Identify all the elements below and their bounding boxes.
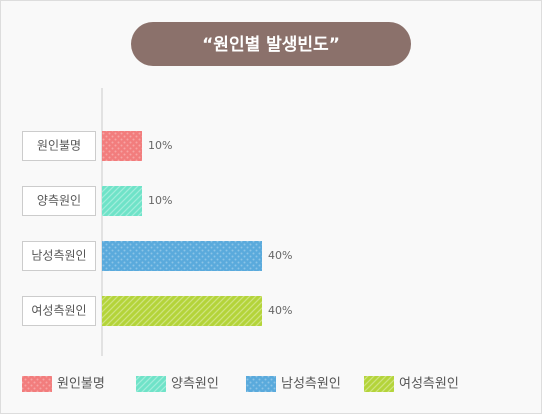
- category-box: [22, 186, 96, 216]
- category-box: [22, 296, 96, 326]
- legend-swatch: [136, 376, 166, 392]
- bar: [102, 296, 262, 326]
- bar: [102, 241, 262, 271]
- legend-label: 여성측원인: [399, 377, 459, 392]
- category-box: [22, 241, 96, 271]
- value-label: 10%: [148, 139, 172, 152]
- legend-swatch: [364, 376, 394, 392]
- value-label: 40%: [268, 249, 292, 262]
- legend-swatch: [246, 376, 276, 392]
- category-label: 여성측원인: [31, 304, 86, 318]
- bar: [102, 131, 142, 161]
- legend-swatch: [22, 376, 52, 392]
- legend-label: 원인불명: [57, 377, 105, 392]
- category-box: [22, 131, 96, 161]
- bar: [102, 186, 142, 216]
- chart-title: “원인별 발생빈도”: [202, 35, 340, 55]
- value-label: 40%: [268, 304, 292, 317]
- title-pill: [131, 22, 411, 66]
- category-label: 남성측원인: [31, 249, 86, 263]
- value-label: 10%: [148, 194, 172, 207]
- legend-label: 양측원인: [171, 377, 219, 392]
- category-label: 원인불명: [37, 139, 81, 153]
- category-label: 양측원인: [37, 194, 81, 208]
- legend-label: 남성측원인: [281, 377, 341, 392]
